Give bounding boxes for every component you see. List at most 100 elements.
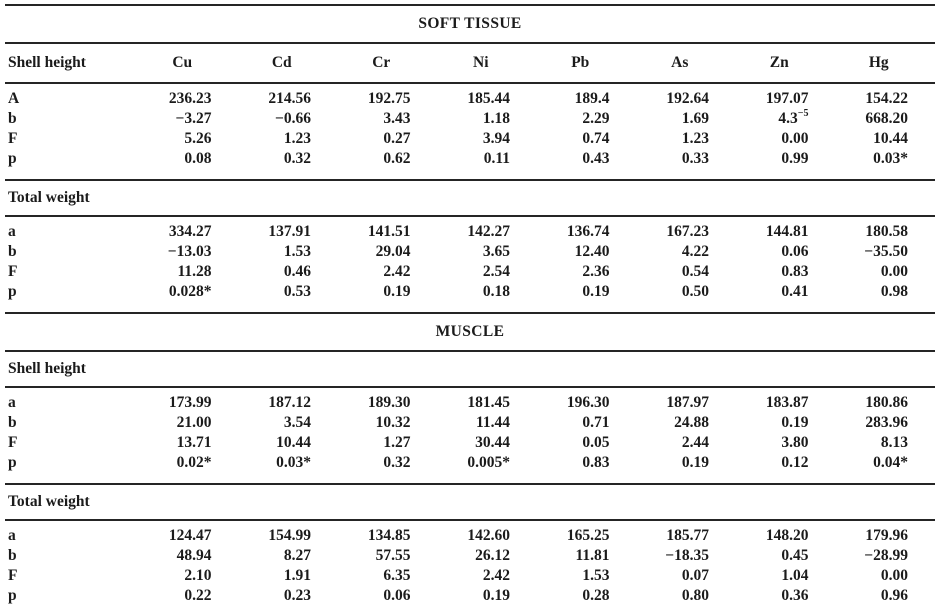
row-label: b <box>8 547 17 564</box>
table-row: b −3.27 −0.66 3.43 1.18 2.29 1.69 4.3−5 … <box>5 107 935 129</box>
value-cell: 179.96 <box>865 527 909 544</box>
value-cell: 197.07 <box>765 90 809 107</box>
value-cell: 30.44 <box>475 434 510 451</box>
value-base: 4.3 <box>778 110 798 127</box>
column-header-ni: Ni <box>437 43 537 84</box>
value-cell: 8.27 <box>283 547 311 564</box>
table-row: b 48.94 8.27 57.55 26.12 11.81 −18.35 0.… <box>5 546 935 566</box>
value-cell: 144.81 <box>765 223 809 240</box>
value-cell: 185.44 <box>467 90 510 107</box>
value-cell: 0.32 <box>283 150 311 167</box>
value-cell: 189.4 <box>574 90 610 107</box>
value-cell: 29.04 <box>375 243 411 260</box>
value-cell: 0.50 <box>681 283 709 300</box>
value-cell: 11.44 <box>475 414 510 431</box>
value-cell: 21.00 <box>176 414 212 431</box>
value-cell: 10.32 <box>375 414 411 431</box>
value-cell: 142.27 <box>467 223 510 240</box>
value-cell: 187.97 <box>666 394 709 411</box>
value-cell: 0.33 <box>681 150 709 167</box>
value-cell: 2.42 <box>482 567 510 584</box>
value-cell: 0.19 <box>781 414 809 431</box>
value-cell: 4.22 <box>681 243 709 260</box>
value-cell: 189.30 <box>367 394 411 411</box>
column-header-cd: Cd <box>238 43 338 84</box>
value-cell: 165.25 <box>566 527 610 544</box>
value-cell: −28.99 <box>864 547 909 564</box>
value-cell: 183.87 <box>765 394 809 411</box>
table-row: Total weight <box>5 179 936 217</box>
table-row: p 0.22 0.23 0.06 0.19 0.28 0.80 0.36 0.9… <box>5 586 935 616</box>
column-header-hg: Hg <box>835 43 936 84</box>
value-cell: 0.19 <box>681 454 709 471</box>
value-cell: 192.64 <box>666 90 709 107</box>
value-cell: 283.96 <box>865 414 909 431</box>
value-cell: −18.35 <box>665 547 709 564</box>
value-cell: 3.65 <box>482 243 510 260</box>
value-cell: 13.71 <box>176 434 212 451</box>
row-label: p <box>8 587 17 604</box>
table-row: a 124.47 154.99 134.85 142.60 165.25 185… <box>5 520 935 546</box>
row-label: b <box>8 414 17 431</box>
value-cell: 154.22 <box>865 90 909 107</box>
table-row: SOFT TISSUE <box>5 5 936 44</box>
table-row: F 5.26 1.23 0.27 3.94 0.74 1.23 0.00 10.… <box>5 129 935 149</box>
value-cell: 180.58 <box>865 223 909 240</box>
table-row: Total weight <box>5 483 936 521</box>
value-cell: 1.04 <box>781 567 809 584</box>
value-cell: 0.03* <box>873 150 909 167</box>
value-cell: 0.19 <box>383 283 411 300</box>
section-title-muscle: MUSCLE <box>5 312 936 352</box>
value-cell: 0.83 <box>781 263 809 280</box>
column-header-as: As <box>636 43 736 84</box>
row-label: F <box>8 263 18 280</box>
value-cell: 0.74 <box>582 130 610 147</box>
value-cell: 8.13 <box>880 434 909 451</box>
value-cell: 0.12 <box>781 454 809 471</box>
value-cell: 0.43 <box>582 150 610 167</box>
value-cell: 0.23 <box>283 587 311 604</box>
value-cell: 0.62 <box>383 150 411 167</box>
value-cell: 0.028* <box>168 283 212 300</box>
value-cell: 0.46 <box>283 263 311 280</box>
row-label: a <box>8 394 16 411</box>
value-cell: 3.54 <box>283 414 311 431</box>
value-cell: 2.29 <box>582 110 610 127</box>
value-cell: 57.55 <box>375 547 411 564</box>
table-row: MUSCLE <box>5 312 936 352</box>
value-cell: 2.42 <box>383 263 411 280</box>
value-cell: 136.74 <box>566 223 610 240</box>
value-cell: 2.44 <box>681 434 709 451</box>
value-cell: 192.75 <box>367 90 411 107</box>
value-cell: 0.80 <box>681 587 709 604</box>
value-cell: 148.20 <box>765 527 809 544</box>
table-row: F 11.28 0.46 2.42 2.54 2.36 0.54 0.83 0.… <box>5 262 935 282</box>
value-cell: 11.28 <box>177 263 212 280</box>
value-cell: 185.77 <box>666 527 709 544</box>
value-exponent: −5 <box>797 107 809 119</box>
value-cell: 0.19 <box>582 283 610 300</box>
subsection-heading-shell-height: Shell height <box>5 351 936 388</box>
value-cell: 48.94 <box>176 547 212 564</box>
column-header-zn: Zn <box>736 43 836 84</box>
table-row: Shell height <box>5 351 936 388</box>
value-cell: 0.41 <box>781 283 809 300</box>
value-cell: 236.23 <box>168 90 212 107</box>
table-row: F 13.71 10.44 1.27 30.44 0.05 2.44 3.80 … <box>5 433 935 453</box>
table-row: F 2.10 1.91 6.35 2.42 1.53 0.07 1.04 0.0… <box>5 566 935 586</box>
value-cell: 0.11 <box>483 150 510 167</box>
value-cell: 3.80 <box>781 434 809 451</box>
row-label: A <box>8 90 20 107</box>
value-cell-with-exponent: 4.3−5 <box>736 107 836 129</box>
value-cell: 26.12 <box>475 547 510 564</box>
column-header-cu: Cu <box>139 43 239 84</box>
value-cell: 668.20 <box>865 110 909 127</box>
value-cell: 214.56 <box>268 90 311 107</box>
column-header-pb: Pb <box>537 43 637 84</box>
value-cell: 1.53 <box>582 567 610 584</box>
value-cell: 11.81 <box>575 547 610 564</box>
value-cell: 0.27 <box>383 130 411 147</box>
value-cell: 0.07 <box>681 567 709 584</box>
value-cell: 1.69 <box>681 110 709 127</box>
